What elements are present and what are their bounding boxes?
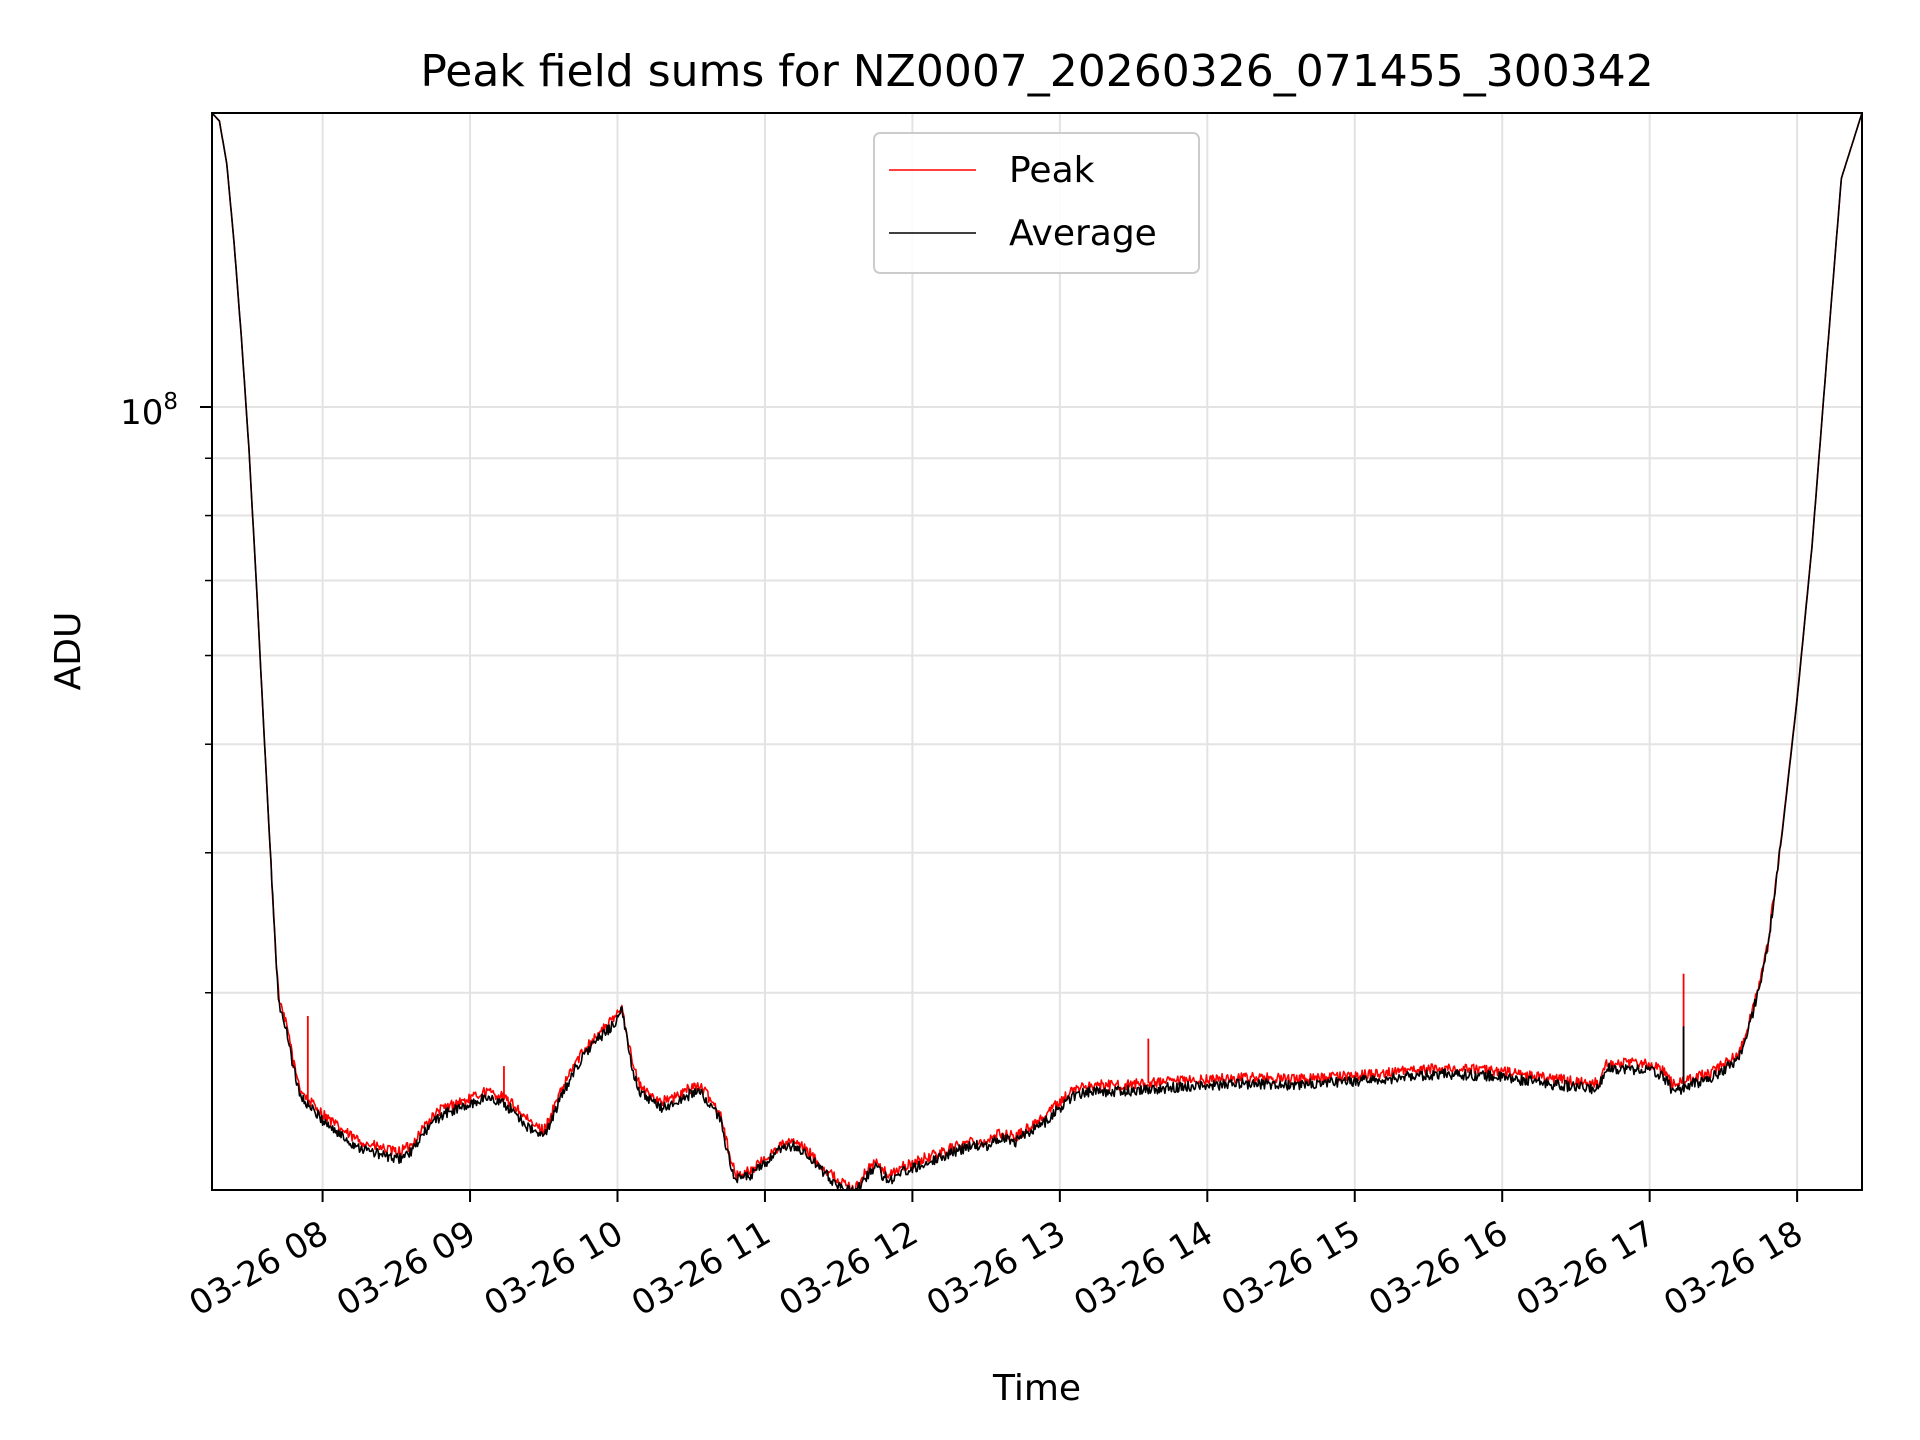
y-tick-label-1e8: 108: [120, 389, 178, 433]
x-axis-label: Time: [992, 1368, 1081, 1409]
series-line-peak: [212, 113, 1862, 1190]
series-line-average: [212, 113, 1862, 1190]
legend-label-average: Average: [1009, 213, 1157, 254]
plot-frame: [211, 112, 1863, 1191]
svg-text:108: 108: [120, 389, 178, 433]
y-tick-label-base: 10: [120, 393, 163, 433]
chart-title: Peak field sums for NZ0007_20260326_0714…: [420, 46, 1653, 97]
grid: [212, 113, 1862, 1190]
y-axis-label: ADU: [48, 612, 89, 691]
y-tick-label-exponent: 8: [163, 389, 178, 415]
legend-box: [873, 132, 1200, 274]
legend: Peak Average: [873, 132, 1200, 274]
series-layer: [212, 113, 1862, 1190]
legend-label-peak: Peak: [1009, 150, 1095, 191]
